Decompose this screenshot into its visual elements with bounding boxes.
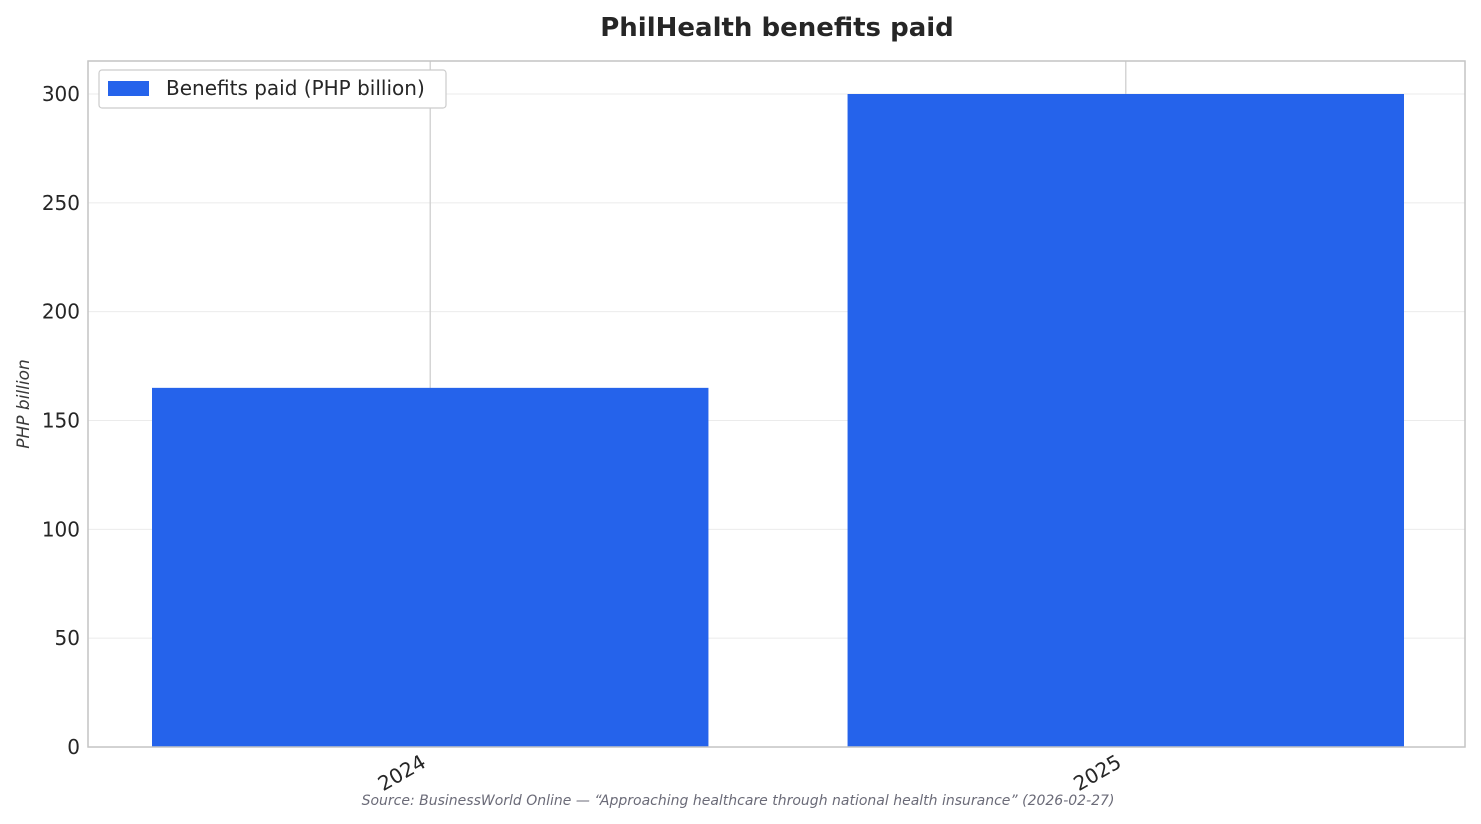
source-note: Source: BusinessWorld Online — “Approach… (362, 793, 1115, 809)
y-tick-label: 250 (42, 191, 80, 215)
legend-swatch (108, 81, 149, 96)
legend-label: Benefits paid (PHP billion) (166, 76, 425, 100)
y-tick-label: 200 (42, 300, 80, 324)
y-axis-ticks: 0 50 100 150 200 250 300 (42, 82, 80, 759)
x-axis-ticks: 2024 2025 (374, 750, 1126, 796)
y-tick-label: 300 (42, 82, 80, 106)
y-tick-label: 150 (42, 409, 80, 433)
y-tick-label: 0 (67, 735, 80, 759)
bars (152, 94, 1404, 747)
plot-border (87, 60, 1466, 748)
bar-2024 (152, 387, 709, 747)
legend: Benefits paid (PHP billion) (98, 69, 447, 109)
x-tick-label: 2025 (1069, 750, 1125, 796)
y-tick-label: 50 (55, 626, 80, 650)
chart-title: PhilHealth benefits paid (600, 13, 954, 43)
legend-box (98, 69, 447, 109)
y-axis-label: PHP billion (14, 359, 34, 449)
bar-2025 (847, 94, 1404, 747)
y-tick-label: 100 (42, 517, 80, 541)
x-tick-label: 2024 (374, 750, 430, 796)
